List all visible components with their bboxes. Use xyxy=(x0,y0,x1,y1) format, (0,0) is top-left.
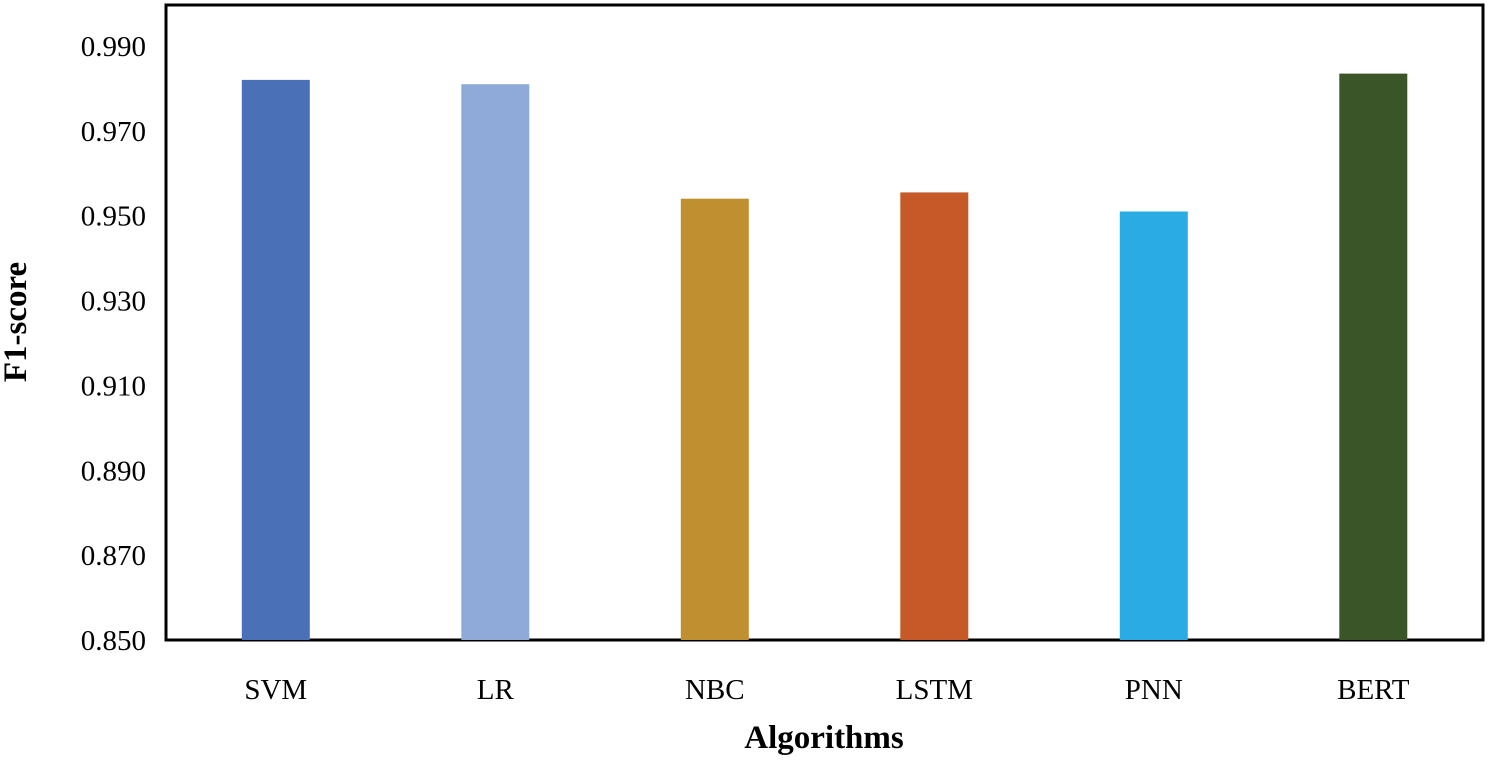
bar-pnn xyxy=(1119,211,1188,640)
y-axis-title: F1-score xyxy=(0,262,34,382)
y-tick-label: 0.970 xyxy=(81,116,146,148)
x-axis-title: Algorithms xyxy=(744,720,904,756)
x-tick-bert: BERT xyxy=(1337,674,1410,706)
x-tick-nbc: NBC xyxy=(685,674,745,706)
y-tick-label: 0.890 xyxy=(81,455,146,487)
x-tick-lr: LR xyxy=(477,674,515,706)
x-tick-labels: SVM LR NBC LSTM PNN BERT xyxy=(244,674,1409,706)
y-tick-label: 0.910 xyxy=(81,370,146,402)
y-tick-label: 0.990 xyxy=(81,31,146,63)
bars-group xyxy=(241,73,1408,641)
y-tick-labels: 0.850 0.870 0.890 0.910 0.930 0.950 0.970 0.990 xyxy=(81,31,146,657)
bar-bert xyxy=(1339,73,1408,641)
x-tick-svm: SVM xyxy=(244,674,307,706)
y-tick-label: 0.850 xyxy=(81,625,146,657)
bar-lstm xyxy=(900,192,969,640)
y-tick-label: 0.950 xyxy=(81,201,146,233)
y-tick-label: 0.870 xyxy=(81,540,146,572)
x-tick-lstm: LSTM xyxy=(896,674,973,706)
x-tick-pnn: PNN xyxy=(1125,674,1183,706)
bar-lr xyxy=(461,84,530,640)
y-tick-label: 0.930 xyxy=(81,286,146,318)
bar-svm xyxy=(241,79,310,640)
plot-frame xyxy=(164,3,1485,642)
bar-nbc xyxy=(680,198,749,640)
